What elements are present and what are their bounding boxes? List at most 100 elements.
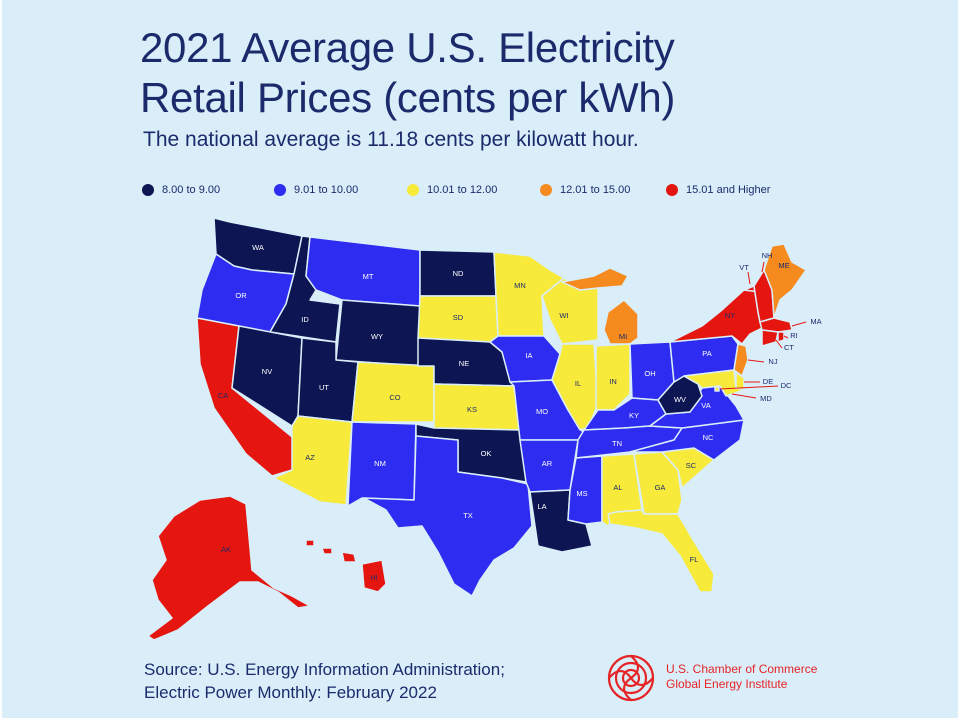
state-co xyxy=(351,361,435,423)
state-md xyxy=(683,369,745,397)
legend-label: 8.00 to 9.00 xyxy=(162,184,221,196)
state-tx xyxy=(363,435,533,597)
state-label-oh: OH xyxy=(644,369,655,378)
state-label-nj: NJ xyxy=(768,357,777,366)
leader-line-md xyxy=(731,393,757,399)
leader-line-nj xyxy=(747,359,765,363)
leader-line-ma xyxy=(791,321,807,327)
state-label-wi: WI xyxy=(559,311,568,320)
legend-item-10-to-12: 10.01 to 12.00 xyxy=(407,182,497,198)
state-label-la: LA xyxy=(537,502,546,511)
state-ri xyxy=(777,331,785,343)
state-label-dc: DC xyxy=(781,381,792,390)
legend-swatch xyxy=(274,184,286,196)
chamber-logo-icon xyxy=(607,654,655,702)
state-label-me: ME xyxy=(778,261,789,270)
state-label-az: AZ xyxy=(305,453,315,462)
legend-swatch xyxy=(142,184,154,196)
state-mi xyxy=(603,299,639,345)
state-label-pa: PA xyxy=(702,349,711,358)
state-label-tx: TX xyxy=(463,511,473,520)
legend-swatch xyxy=(407,184,419,196)
state-label-ky: KY xyxy=(629,411,639,420)
state-label-ct: CT xyxy=(784,343,794,352)
state-label-mo: MO xyxy=(536,407,548,416)
state-hi-2 xyxy=(341,551,357,563)
state-label-ms: MS xyxy=(576,489,587,498)
state-label-nh: NH xyxy=(762,251,773,260)
state-label-nm: NM xyxy=(374,459,386,468)
leader-line-dc xyxy=(719,385,779,390)
state-label-mn: MN xyxy=(514,281,526,290)
state-hi-4 xyxy=(305,539,315,547)
state-label-va: VA xyxy=(701,401,710,410)
state-label-id: ID xyxy=(301,315,309,324)
state-label-wy: WY xyxy=(371,332,383,341)
state-label-nc: NC xyxy=(703,433,714,442)
state-label-ks: KS xyxy=(467,405,477,414)
state-label-nd: ND xyxy=(453,269,464,278)
state-label-ne: NE xyxy=(459,359,469,368)
source-line-1: Source: U.S. Energy Information Administ… xyxy=(144,660,505,679)
source-line-2: Electric Power Monthly: February 2022 xyxy=(144,683,437,702)
state-label-or: OR xyxy=(235,291,247,300)
leader-line-ct xyxy=(775,339,783,349)
state-label-ut: UT xyxy=(319,383,329,392)
legend-item-15-and-higher: 15.01 and Higher xyxy=(666,182,770,198)
state-in xyxy=(595,343,631,411)
legend-label: 9.01 to 10.00 xyxy=(294,184,359,196)
legend-item-9-to-10: 9.01 to 10.00 xyxy=(274,182,358,198)
state-label-sd: SD xyxy=(453,313,464,322)
state-label-co: CO xyxy=(389,393,400,402)
legend-label: 12.01 to 15.00 xyxy=(560,184,631,196)
state-me xyxy=(763,243,807,319)
state-dc xyxy=(714,386,720,392)
state-label-fl: FL xyxy=(690,555,699,564)
leader-line-ri xyxy=(783,335,789,339)
legend-label: 15.01 and Higher xyxy=(686,184,771,196)
state-label-in: IN xyxy=(609,377,617,386)
state-ak xyxy=(147,495,311,641)
state-mi-upper xyxy=(561,267,629,291)
title-line-1: 2021 Average U.S. Electricity xyxy=(140,24,675,71)
legend-swatch xyxy=(666,184,678,196)
state-label-ca: CA xyxy=(218,391,228,400)
state-ct xyxy=(761,329,779,347)
logo-text-line-2: Global Energy Institute xyxy=(666,677,788,691)
state-label-ar: AR xyxy=(542,459,553,468)
state-ny xyxy=(669,289,763,345)
leader-line-nh xyxy=(761,261,765,273)
leader-line-vt xyxy=(747,271,751,285)
legend-label: 10.01 to 12.00 xyxy=(427,184,498,196)
state-label-wa: WA xyxy=(252,243,264,252)
state-label-tn: TN xyxy=(612,439,622,448)
legend-item-8-to-9: 8.00 to 9.00 xyxy=(142,182,220,198)
state-label-hi: HI xyxy=(370,573,378,582)
logo-text-line-1: U.S. Chamber of Commerce xyxy=(666,662,818,676)
state-label-al: AL xyxy=(613,483,622,492)
state-label-mt: MT xyxy=(363,272,374,281)
state-hi xyxy=(361,559,387,593)
state-label-mi: MI xyxy=(619,332,627,341)
state-label-ga: GA xyxy=(655,483,666,492)
state-nj xyxy=(733,343,749,377)
state-label-ok: OK xyxy=(481,449,492,458)
state-label-vt: VT xyxy=(739,263,749,272)
state-label-md: MD xyxy=(760,394,772,403)
state-label-ma: MA xyxy=(810,317,821,326)
state-label-ny: NY xyxy=(725,311,735,320)
state-label-il: IL xyxy=(575,379,581,388)
state-label-ri: RI xyxy=(790,331,798,340)
state-wi xyxy=(541,277,599,345)
state-fl xyxy=(607,509,715,593)
state-label-nv: NV xyxy=(262,367,272,376)
title-line-2: Retail Prices (cents per kWh) xyxy=(140,74,676,121)
state-label-de: DE xyxy=(763,377,773,386)
subtitle: The national average is 11.18 cents per … xyxy=(143,128,639,151)
state-hi-3 xyxy=(321,547,333,555)
state-label-sc: SC xyxy=(686,461,697,470)
state-label-ak: AK xyxy=(221,545,231,554)
legend-swatch xyxy=(540,184,552,196)
